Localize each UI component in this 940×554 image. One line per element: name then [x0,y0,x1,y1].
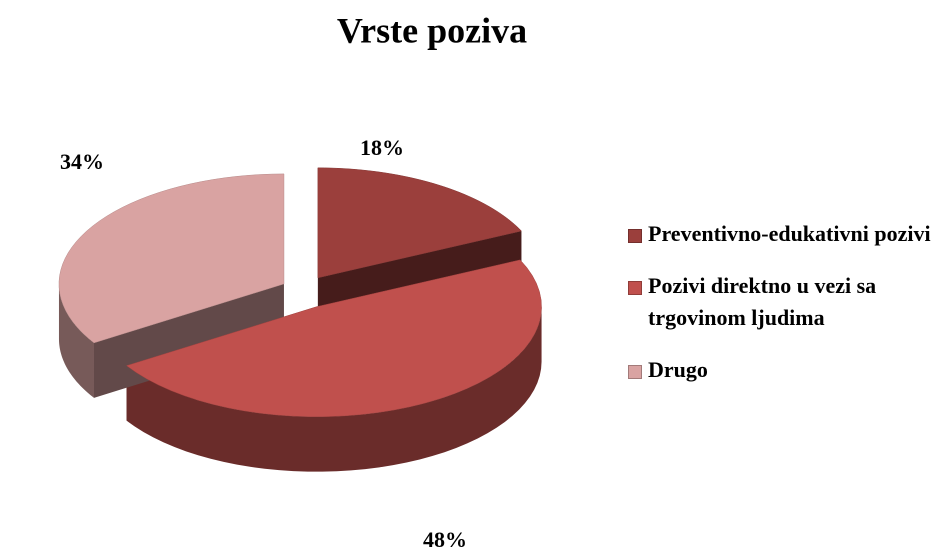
legend-label: Drugo [648,357,708,382]
pie [58,167,542,472]
slice [317,167,522,279]
slice-side [58,283,94,398]
chart-title: Vrste poziva [337,10,527,50]
legend-item: Drugo [628,354,933,386]
data-label: 48% [423,527,467,552]
legend-label: Preventivno-edukativni pozivi [648,221,931,246]
legend-swatch [628,229,642,243]
legend-label: Pozivi direktno u vezi sa trgovinom ljud… [648,273,877,330]
legend-item: Preventivno-edukativni pozivi [628,218,933,250]
slice [126,259,542,417]
legend-swatch [628,365,642,379]
data-label: 34% [60,149,104,174]
legend-swatch [628,281,642,295]
legend-item: Pozivi direktno u vezi sa trgovinom ljud… [628,270,933,334]
legend: Preventivno-edukativni pozivi Pozivi dire… [628,218,933,406]
slice [58,173,285,344]
slice-side [126,306,542,472]
data-label: 18% [360,135,404,160]
